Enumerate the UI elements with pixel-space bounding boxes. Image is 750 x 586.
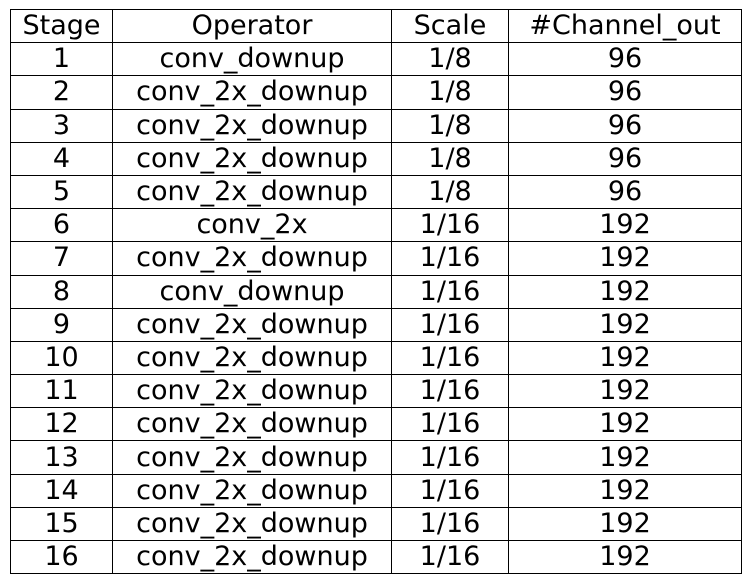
cell-scale: 1/8 [391,174,509,210]
cell-stage: 7 [10,241,113,276]
table-row: 8 conv_downup 1/16 192 [10,274,742,309]
cell-scale: 1/8 [391,42,509,77]
cell-stage: 10 [10,340,113,376]
cell-operator: conv_2x_downup [112,407,392,442]
cell-channel-out: 192 [508,241,742,276]
table-row: 3 conv_2x_downup 1/8 96 [10,108,742,143]
cell-channel-out: 96 [508,108,742,143]
cell-channel-out: 192 [508,340,742,376]
cell-scale: 1/16 [391,473,509,508]
cell-operator: conv_downup [112,274,392,309]
cell-stage: 9 [10,307,113,342]
cell-channel-out: 96 [508,75,742,110]
cell-channel-out: 192 [508,208,742,243]
table-row: 6 conv_2x 1/16 192 [10,208,742,243]
cell-stage: 3 [10,108,113,143]
cell-stage: 2 [10,75,113,110]
cell-operator: conv_2x_downup [112,75,392,110]
header-operator: Operator [112,8,392,44]
cell-scale: 1/16 [391,407,509,442]
table-row: 10 conv_2x_downup 1/16 192 [10,340,742,376]
table-row: 13 conv_2x_downup 1/16 192 [10,440,742,475]
header-row: Stage Operator Scale #Channel_out [10,8,742,44]
cell-channel-out: 192 [508,274,742,309]
table-header: Stage Operator Scale #Channel_out [10,8,742,44]
cell-operator: conv_2x_downup [112,307,392,342]
cell-operator: conv_2x_downup [112,374,392,409]
cell-scale: 1/16 [391,374,509,409]
header-channel-out: #Channel_out [508,8,742,44]
cell-operator: conv_2x_downup [112,539,392,575]
cell-operator: conv_2x_downup [112,174,392,210]
table-row: 11 conv_2x_downup 1/16 192 [10,374,742,409]
architecture-table: Stage Operator Scale #Channel_out 1 conv_… [10,8,742,575]
cell-channel-out: 96 [508,141,742,176]
cell-scale: 1/8 [391,141,509,176]
cell-stage: 16 [10,539,113,575]
cell-stage: 6 [10,208,113,243]
cell-stage: 4 [10,141,113,176]
table-body: 1 conv_downup 1/8 96 2 conv_2x_downup 1/8 96 3 co… [10,42,742,575]
table-row: 2 conv_2x_downup 1/8 96 [10,75,742,110]
cell-scale: 1/16 [391,307,509,342]
table-row: 14 conv_2x_downup 1/16 192 [10,473,742,508]
cell-operator: conv_2x_downup [112,108,392,143]
cell-channel-out: 96 [508,42,742,77]
cell-scale: 1/8 [391,75,509,110]
table-row: 5 conv_2x_downup 1/8 96 [10,174,742,210]
table-row: 7 conv_2x_downup 1/16 192 [10,241,742,276]
cell-channel-out: 192 [508,473,742,508]
cell-stage: 13 [10,440,113,475]
cell-stage: 15 [10,506,113,542]
cell-operator: conv_2x [112,208,392,243]
cell-operator: conv_2x_downup [112,241,392,276]
cell-operator: conv_2x_downup [112,440,392,475]
cell-stage: 5 [10,174,113,210]
cell-scale: 1/16 [391,506,509,542]
cell-scale: 1/16 [391,241,509,276]
cell-stage: 8 [10,274,113,309]
cell-operator: conv_2x_downup [112,141,392,176]
header-stage: Stage [10,8,113,44]
cell-channel-out: 192 [508,407,742,442]
cell-channel-out: 192 [508,506,742,542]
table-row: 1 conv_downup 1/8 96 [10,42,742,77]
cell-channel-out: 192 [508,307,742,342]
table-row: 12 conv_2x_downup 1/16 192 [10,407,742,442]
cell-scale: 1/16 [391,340,509,376]
cell-scale: 1/16 [391,440,509,475]
header-scale: Scale [391,8,509,44]
cell-scale: 1/8 [391,108,509,143]
cell-stage: 11 [10,374,113,409]
table-row: 16 conv_2x_downup 1/16 192 [10,539,742,575]
cell-channel-out: 192 [508,539,742,575]
cell-channel-out: 192 [508,440,742,475]
cell-scale: 1/16 [391,208,509,243]
cell-channel-out: 96 [508,174,742,210]
cell-operator: conv_2x_downup [112,340,392,376]
table-row: 15 conv_2x_downup 1/16 192 [10,506,742,542]
cell-channel-out: 192 [508,374,742,409]
cell-operator: conv_2x_downup [112,473,392,508]
cell-scale: 1/16 [391,274,509,309]
cell-operator: conv_downup [112,42,392,77]
cell-operator: conv_2x_downup [112,506,392,542]
cell-stage: 14 [10,473,113,508]
table-row: 9 conv_2x_downup 1/16 192 [10,307,742,342]
table-row: 4 conv_2x_downup 1/8 96 [10,141,742,176]
cell-stage: 12 [10,407,113,442]
cell-stage: 1 [10,42,113,77]
cell-scale: 1/16 [391,539,509,575]
